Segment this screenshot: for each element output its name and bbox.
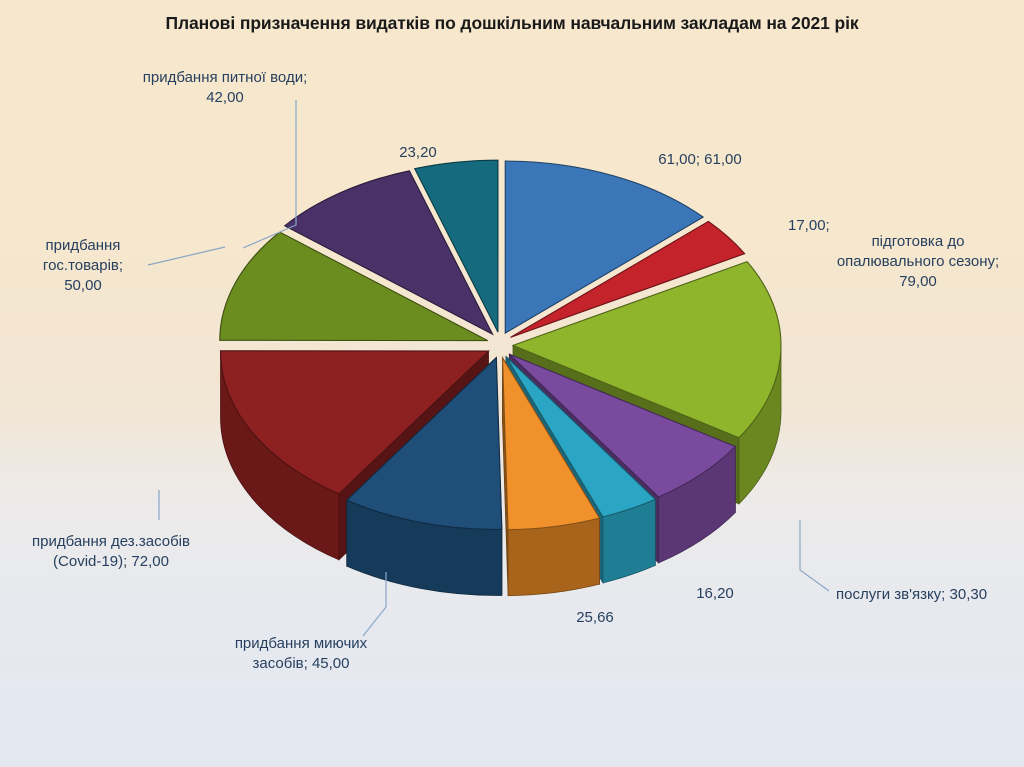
pie-slice-придбання-питної-води[interactable] [283,170,494,336]
slice-label-dezzasoby: придбання дез.засобів (Covid-19); 72,00 [32,533,190,570]
pie-slice-25-66[interactable] [501,355,601,531]
chart-title: Планові призначення видатків по дошкільн… [165,13,859,33]
pie-slice-придбання-гос-товарів[interactable] [219,231,489,342]
pie-slice-23-20[interactable] [413,159,499,333]
slice-label-pitna-voda: придбання питної води; 42,00 [142,69,308,106]
slice-label-23: 23,20 [399,144,437,161]
pie-slices-group [219,159,782,597]
pie-slice-16-20[interactable] [505,356,657,518]
pie-slice-61-00[interactable] [504,160,705,335]
pie-slice-придбання-миючих-засобів[interactable] [345,356,503,530]
pie-slice-17-00[interactable] [510,220,746,338]
pie-slice-послуги-зв-язку[interactable] [508,353,737,498]
leader-line-zvyazku [799,520,830,592]
slice-label-17: 17,00; [788,217,830,234]
slice-label-miyuchi: придбання миючих засобів; 45,00 [234,635,368,672]
slice-label-zvyazku: послуги зв'язку; 30,30 [836,586,988,603]
pie-slice-підготовка-до-опалювального-сезону[interactable] [511,260,782,439]
leader-line-gostovary [147,246,226,266]
slice-label-gostovary: придбання гос.товарів; 50,00 [42,237,124,294]
slice-label-opalennia: підготовка до опалювального сезону; 79,0… [836,233,1000,290]
leader-line-miyuchi [362,572,387,637]
leader-lines-group [147,100,830,637]
leader-line-pitna-voda [242,100,297,249]
pie-slice-придбання-дез-засобів-covid-19-[interactable] [219,350,490,495]
slice-label-16: 16,20 [696,585,734,602]
slice-label-25: 25,66 [576,609,614,626]
slice-label-61: 61,00; 61,00 [658,151,742,168]
